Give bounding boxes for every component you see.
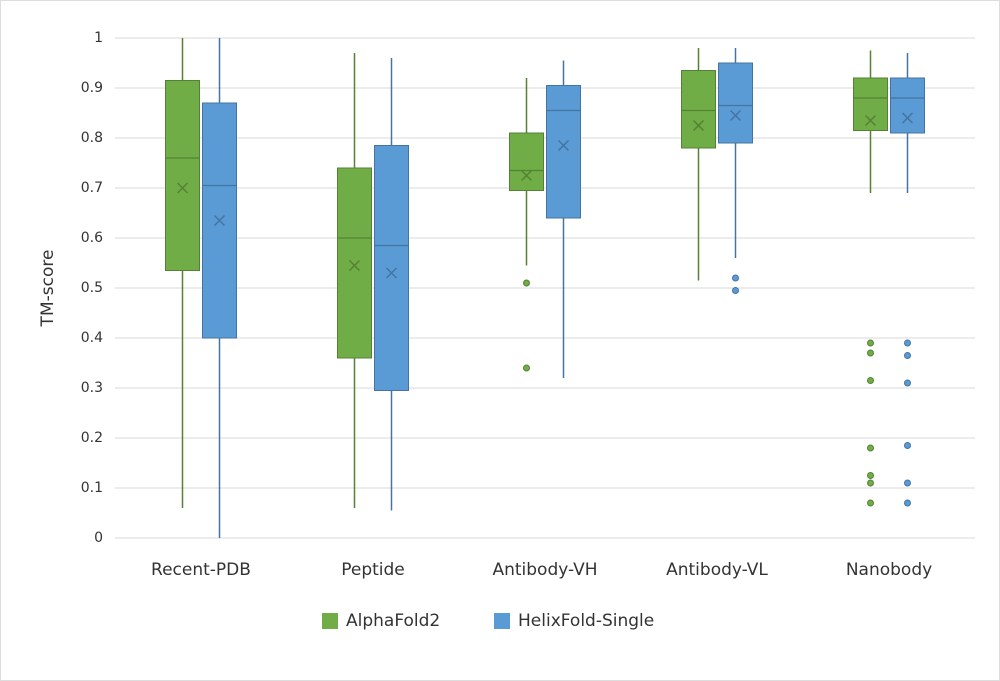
y-axis-label: TM-score (38, 250, 58, 328)
y-tick-label: 0.5 (81, 280, 103, 296)
mean-marker (557, 139, 570, 152)
outlier-point (904, 442, 911, 449)
outlier-point (904, 352, 911, 359)
box (165, 80, 200, 271)
y-tick-label: 0.3 (81, 380, 103, 396)
outlier-point (732, 274, 739, 282)
y-tick-label: 0.9 (81, 80, 103, 96)
outlier-point (867, 339, 874, 347)
legend-swatch (322, 613, 338, 629)
y-tick-label: 0.1 (81, 480, 103, 496)
box (718, 62, 753, 144)
mean-marker (901, 112, 914, 124)
mean-marker (213, 214, 226, 227)
mean-marker (176, 182, 189, 194)
box (509, 132, 544, 191)
y-tick-label: 0.7 (81, 180, 103, 196)
outlier-point (904, 479, 911, 487)
x-tick-label: Nanobody (846, 560, 932, 580)
y-tick-label: 0.6 (81, 230, 103, 246)
outlier-point (867, 444, 874, 452)
outlier-point (904, 339, 911, 347)
y-tick-label: 0 (94, 530, 103, 546)
y-tick-label: 0.2 (81, 430, 103, 446)
box (546, 85, 581, 219)
mean-marker (348, 259, 361, 272)
mean-marker (692, 119, 705, 132)
box (853, 77, 888, 131)
outlier-point (867, 349, 874, 357)
outlier-point (904, 499, 911, 507)
mean-marker (864, 114, 877, 127)
y-tick-label: 0.4 (81, 330, 103, 346)
outlier-point (523, 279, 530, 287)
y-tick-label: 0.8 (81, 130, 103, 146)
outlier-point (904, 379, 911, 387)
box (337, 167, 372, 359)
legend-label: AlphaFold2 (346, 611, 440, 631)
legend-label: HelixFold-Single (518, 611, 654, 631)
box (890, 77, 925, 134)
x-tick-label: Peptide (341, 560, 405, 580)
legend-swatch (494, 613, 510, 629)
outlier-point (523, 364, 530, 372)
box (374, 145, 409, 391)
outlier-point (867, 377, 874, 384)
x-tick-label: Antibody-VH (492, 560, 597, 580)
mean-marker (520, 169, 533, 182)
outlier-point (732, 287, 739, 294)
outlier-point (867, 472, 874, 479)
y-tick-label: 1 (94, 30, 103, 46)
x-tick-label: Antibody-VL (666, 560, 768, 580)
outlier-point (867, 479, 874, 487)
x-tick-label: Recent-PDB (151, 560, 251, 580)
outlier-point (867, 499, 874, 507)
mean-marker (729, 109, 742, 122)
box (681, 70, 716, 149)
mean-marker (385, 267, 398, 279)
